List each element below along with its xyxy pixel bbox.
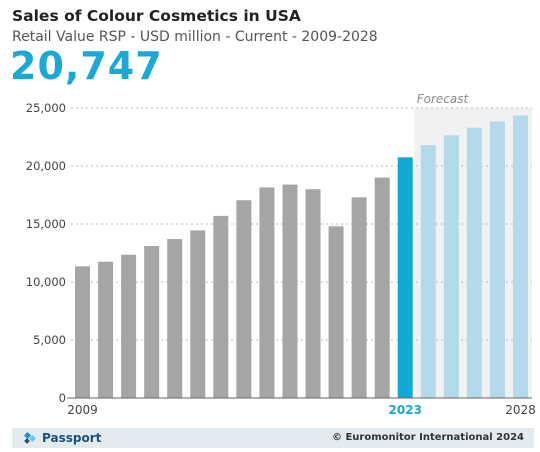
bar xyxy=(328,226,344,398)
x-tick-label: 2023 xyxy=(389,403,422,417)
bar xyxy=(190,230,206,398)
x-tick-label: 2009 xyxy=(67,403,98,417)
y-tick-label: 20,000 xyxy=(26,159,66,173)
bar xyxy=(305,189,321,398)
y-tick-label: 10,000 xyxy=(26,275,66,289)
bar xyxy=(236,200,252,398)
footer-bar: Passport © Euromonitor International 202… xyxy=(12,428,534,448)
passport-brand-label: Passport xyxy=(42,431,102,445)
bar xyxy=(75,266,91,398)
bar xyxy=(466,127,482,398)
bar xyxy=(167,239,183,398)
bar xyxy=(489,121,505,398)
y-tick-label: 25,000 xyxy=(26,101,66,115)
bar xyxy=(443,135,459,398)
bar-chart: Forecast 0 5,000 10,000 15,000 20,000 25,000 20… xyxy=(26,92,536,417)
chart-subtitle: Retail Value RSP - USD million - Current… xyxy=(12,29,378,45)
forecast-label: Forecast xyxy=(417,92,470,106)
bar xyxy=(374,177,390,398)
chart-title: Sales of Colour Cosmetics in USA xyxy=(12,7,301,25)
x-tick-label: 2028 xyxy=(505,403,536,417)
bar xyxy=(351,197,367,398)
y-tick-label: 15,000 xyxy=(26,217,66,231)
y-tick-label: 5,000 xyxy=(33,333,66,347)
bar xyxy=(144,246,160,398)
bar xyxy=(121,254,137,398)
y-tick-label: 0 xyxy=(59,391,66,405)
bar xyxy=(98,261,114,398)
copyright-text: © Euromonitor International 2024 xyxy=(331,432,524,443)
bar xyxy=(259,187,275,398)
bar xyxy=(213,215,229,398)
passport-logo[interactable]: Passport xyxy=(22,430,101,446)
bar xyxy=(282,184,298,398)
bar xyxy=(397,157,413,398)
headline-value: 20,747 xyxy=(10,44,163,88)
bar xyxy=(420,145,436,398)
bar xyxy=(512,115,528,398)
passport-logo-icon xyxy=(23,431,37,444)
